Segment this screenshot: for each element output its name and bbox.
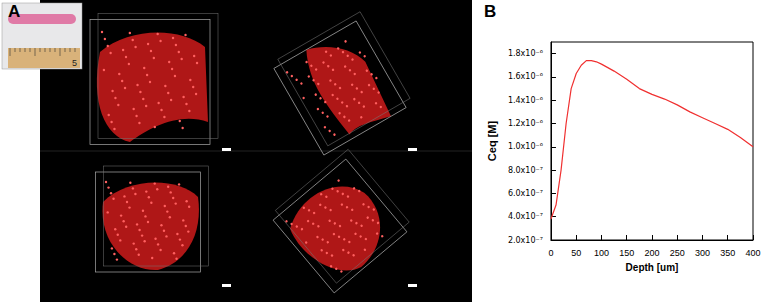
svg-text:250: 250 (670, 248, 685, 258)
svg-text:1.6x10⁻⁶: 1.6x10⁻⁶ (508, 72, 543, 81)
svg-text:5: 5 (72, 58, 77, 68)
svg-text:400: 400 (745, 248, 760, 258)
svg-text:6.0x10⁻⁷: 6.0x10⁻⁷ (508, 189, 543, 198)
svg-text:50: 50 (571, 248, 581, 258)
svg-text:150: 150 (619, 248, 634, 258)
svg-text:350: 350 (720, 248, 735, 258)
html-text:B: B (484, 2, 497, 21)
svg-text:Ceq [M]: Ceq [M] (486, 121, 498, 162)
svg-text:100: 100 (594, 248, 609, 258)
html-text:A: A (8, 2, 21, 21)
svg-text:2.0x10⁻⁷: 2.0x10⁻⁷ (508, 236, 543, 245)
svg-text:1.0x10⁻⁶: 1.0x10⁻⁶ (508, 142, 543, 151)
svg-text:4.0x10⁻⁷: 4.0x10⁻⁷ (508, 212, 543, 221)
svg-text:Depth [um]: Depth [um] (626, 262, 679, 273)
svg-text:1.8x10⁻⁶: 1.8x10⁻⁶ (508, 49, 543, 58)
svg-text:300: 300 (695, 248, 710, 258)
svg-text:200: 200 (644, 248, 659, 258)
svg-text:8.0x10⁻⁷: 8.0x10⁻⁷ (508, 166, 543, 175)
svg-text:1.4x10⁻⁶: 1.4x10⁻⁶ (508, 96, 543, 105)
svg-text:1.2x10⁻⁶: 1.2x10⁻⁶ (508, 119, 543, 128)
svg-text:0: 0 (548, 248, 553, 258)
